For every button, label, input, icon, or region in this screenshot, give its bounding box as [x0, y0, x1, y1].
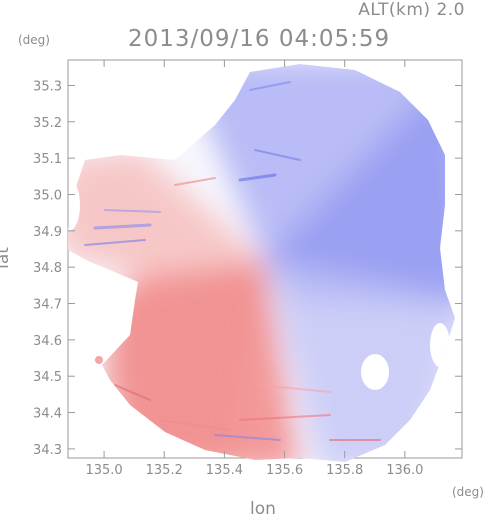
altitude-label: ALT(km) 2.0: [358, 0, 465, 20]
y-tick-label: 35.3: [33, 79, 62, 94]
x-tick-label: 135.0: [85, 463, 122, 478]
speckle: [95, 356, 103, 364]
x-tick-label: 135.4: [206, 463, 243, 478]
y-tick-label: 34.7: [33, 298, 62, 313]
y-tick-label: 34.6: [33, 334, 62, 349]
y-axis-ticks: 35.3 35.2 35.1 35.0 34.9 34.8 34.7 34.6 34.5 34.4…: [33, 79, 462, 458]
y-tick-label: 35.2: [33, 116, 62, 131]
radial-velocity-field: [68, 64, 455, 462]
x-tick-label: 136.0: [386, 463, 423, 478]
y-tick-label: 34.4: [33, 407, 62, 422]
y-tick-label: 34.8: [33, 261, 62, 276]
chart-title: 2013/09/16 04:05:59: [128, 26, 391, 52]
y-tick-label: 34.5: [33, 370, 62, 385]
y-tick-label: 35.0: [33, 188, 62, 203]
x-tick-label: 135.6: [266, 463, 303, 478]
x-axis-label: lon: [250, 499, 276, 519]
y-tick-label: 34.3: [33, 443, 62, 458]
y-axis-unit: (deg): [18, 33, 50, 47]
x-tick-label: 135.8: [326, 463, 363, 478]
x-axis-unit: (deg): [452, 485, 484, 499]
x-tick-label: 135.2: [146, 463, 183, 478]
y-tick-label: 34.9: [33, 225, 62, 240]
x-axis-ticks: 135.0 135.2 135.4 135.6 135.8 136.0: [85, 60, 423, 478]
y-tick-label: 35.1: [33, 152, 62, 167]
